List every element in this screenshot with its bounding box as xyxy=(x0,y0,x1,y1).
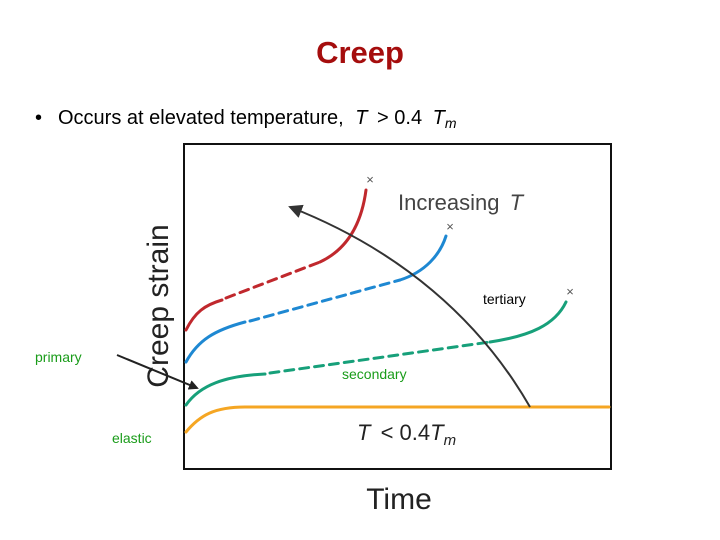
stage-label: tertiary xyxy=(483,291,526,307)
stage-label: primary xyxy=(35,349,82,365)
primary-pointer xyxy=(116,354,199,390)
curve-green-tertiary xyxy=(488,300,568,344)
arrow-label-var: T xyxy=(510,190,525,215)
bullet-relation: > 0.4 xyxy=(377,107,422,129)
y-axis-label: Creep strain xyxy=(142,224,175,387)
low-temp-label: T < 0.4Tm xyxy=(357,420,456,449)
plot-frame xyxy=(183,143,612,470)
arrow-label: Increasing T xyxy=(398,190,525,215)
curve-red-secondary xyxy=(224,260,322,300)
bullet-text: Occurs at elevated temperature, T > 0.4 … xyxy=(58,107,457,131)
bullet-var: T xyxy=(355,107,369,129)
fracture-mark: × xyxy=(366,172,374,187)
x-axis-label: Time xyxy=(366,483,432,516)
bullet-main: Occurs at elevated temperature, xyxy=(58,107,344,129)
curve-blue-tertiary xyxy=(398,234,448,282)
stage-label: elastic xyxy=(112,430,152,446)
stage-label: secondary xyxy=(342,366,407,382)
curve-low-temp xyxy=(184,405,611,434)
curve-green-secondary xyxy=(268,340,492,375)
low-label-var2: T xyxy=(430,420,445,445)
bullet-sub: m xyxy=(445,115,457,131)
fracture-mark: × xyxy=(566,284,574,299)
slide-title: Creep xyxy=(316,35,404,70)
bullet-var2: T xyxy=(433,107,447,129)
curve-red-tertiary xyxy=(318,188,368,264)
arrow-label-text: Increasing xyxy=(398,190,500,215)
curve-blue-primary xyxy=(184,320,247,364)
low-label-var: T xyxy=(357,420,372,445)
curve-blue-secondary xyxy=(248,278,402,323)
low-label-sub: m xyxy=(444,432,457,449)
increasing-temp-arrow xyxy=(288,204,531,408)
curve-red-primary xyxy=(184,298,224,332)
low-label-relation: < 0.4 xyxy=(381,420,431,445)
curve-green-primary xyxy=(184,372,267,407)
fracture-mark: × xyxy=(446,219,454,234)
bullet-dot: • xyxy=(35,107,42,129)
